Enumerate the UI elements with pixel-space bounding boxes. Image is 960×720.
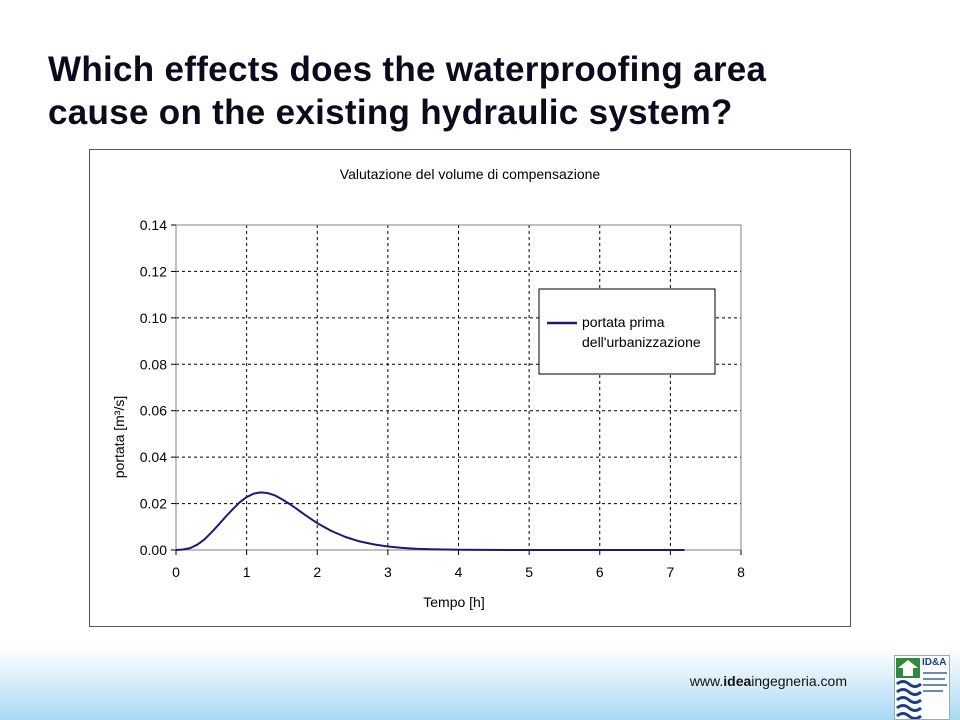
legend-label-line-2: dell'urbanizzazione bbox=[582, 334, 701, 350]
x-tick-label: 0 bbox=[172, 564, 180, 580]
y-tick-label: 0.12 bbox=[140, 263, 167, 279]
y-axis-label: portata [m³/s] bbox=[111, 396, 127, 478]
series-line bbox=[175, 491, 685, 551]
x-tick-label: 4 bbox=[455, 564, 463, 580]
slide-title-line-2: cause on the existing hydraulic system? bbox=[48, 93, 733, 132]
legend-box bbox=[538, 288, 716, 375]
y-tick-label: 0.14 bbox=[140, 217, 167, 233]
website-link[interactable]: www.ideaingegneria.com bbox=[690, 673, 847, 689]
y-axis-ticks: 0.00 0.02 0.04 0.06 0.08 0.10 0.12 0.14 bbox=[140, 217, 176, 558]
url-suffix: ingegneria.com bbox=[751, 673, 847, 689]
x-tick-label: 2 bbox=[313, 564, 321, 580]
slide-title-line-1: Which effects does the waterproofing are… bbox=[48, 50, 767, 89]
x-axis-ticks: 0 1 2 3 4 5 6 7 8 bbox=[172, 550, 745, 580]
y-tick-label: 0.04 bbox=[140, 449, 167, 465]
logo-text: ID&A bbox=[922, 657, 947, 668]
x-tick-label: 1 bbox=[243, 564, 251, 580]
y-tick-label: 0.06 bbox=[140, 403, 167, 419]
series-layer bbox=[175, 491, 685, 551]
x-tick-label: 5 bbox=[525, 564, 533, 580]
url-prefix: www. bbox=[689, 673, 724, 689]
chart-title: Valutazione del volume di compensazione bbox=[340, 166, 601, 182]
slide-title: Which effects does the waterproofing are… bbox=[48, 48, 908, 134]
x-axis-label: Tempo [h] bbox=[423, 594, 484, 610]
footer-band bbox=[0, 648, 960, 720]
logo-graphic bbox=[896, 658, 947, 719]
line-chart: Valutazione del volume di compensazione … bbox=[111, 166, 745, 610]
y-tick-label: 0.08 bbox=[140, 356, 167, 372]
y-tick-label: 0.00 bbox=[140, 542, 167, 558]
url-bold: idea bbox=[723, 673, 752, 689]
y-tick-label: 0.02 bbox=[140, 496, 167, 512]
x-tick-label: 8 bbox=[737, 564, 745, 580]
legend-label-line-1: portata prima bbox=[582, 314, 665, 330]
x-tick-label: 6 bbox=[596, 564, 604, 580]
x-tick-label: 7 bbox=[666, 564, 674, 580]
chart-frame: Valutazione del volume di compensazione … bbox=[89, 149, 851, 627]
y-tick-label: 0.10 bbox=[140, 310, 167, 326]
legend: portata prima dell'urbanizzazione bbox=[538, 288, 716, 375]
x-tick-label: 3 bbox=[384, 564, 392, 580]
company-logo: ID&A bbox=[894, 655, 950, 720]
grid-lines bbox=[176, 224, 741, 550]
